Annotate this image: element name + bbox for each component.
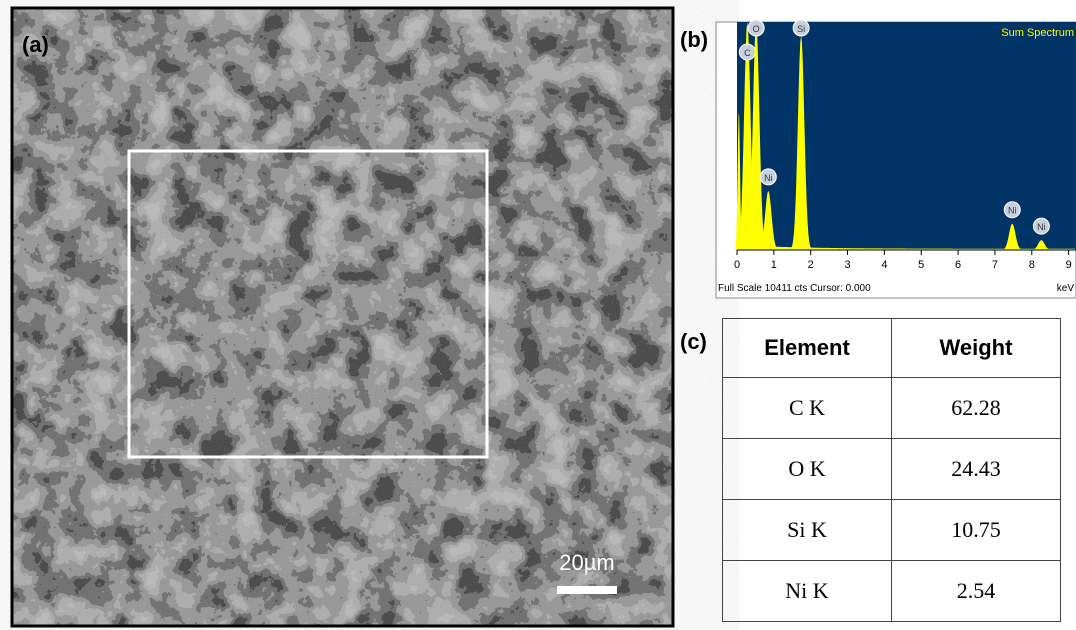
header-cell: Element xyxy=(723,319,892,378)
sem-image: 20µm (a) xyxy=(12,8,673,626)
page: {"panel_labels": ["(a)", "(b)", "(c)"], … xyxy=(0,0,1076,630)
x-tick-label: 9 xyxy=(1066,259,1072,271)
panel-label: (c) xyxy=(680,329,707,354)
cell: Si K xyxy=(723,500,892,561)
spectrum-footer: Full Scale 10411 cts Cursor: 0.000 xyxy=(718,283,871,294)
x-tick-label: 0 xyxy=(734,259,740,271)
peak-label: O xyxy=(753,24,760,34)
x-tick-label: 8 xyxy=(1029,259,1035,271)
header-cell: Weight xyxy=(892,319,1061,378)
x-tick-label: 3 xyxy=(844,259,850,271)
cell: O K xyxy=(723,439,892,500)
x-tick-label: 6 xyxy=(955,259,961,271)
x-axis-label: keV xyxy=(1057,283,1075,294)
cell: 10.75 xyxy=(892,500,1061,561)
sem-grain xyxy=(12,8,673,626)
scale-bar xyxy=(557,586,617,594)
peak-label: C xyxy=(744,48,751,58)
x-tick-label: 4 xyxy=(881,259,887,271)
x-tick-label: 1 xyxy=(771,259,777,271)
spectrum-title: Sum Spectrum xyxy=(1001,27,1074,39)
cell: 62.28 xyxy=(892,378,1061,439)
panel-label: (b) xyxy=(680,27,708,52)
panel-label: (a) xyxy=(22,32,49,57)
plot-area xyxy=(737,22,1076,250)
peak-label: Si xyxy=(797,24,805,34)
cell: C K xyxy=(723,378,892,439)
peak-label: Ni xyxy=(1037,222,1046,232)
x-tick-label: 2 xyxy=(808,259,814,271)
cell: Ni K xyxy=(723,561,892,622)
x-tick-label: 5 xyxy=(918,259,924,271)
peak-label: Ni xyxy=(1008,206,1017,216)
spectrum: Sum Spectrum C O Ni Si Ni Ni 0 1 2 3 4 5 6 7 8 9 keV Full … xyxy=(716,20,1076,298)
cell: 2.54 xyxy=(892,561,1061,622)
cell: 24.43 xyxy=(892,439,1061,500)
table-header: Element Weight xyxy=(723,319,1061,378)
peak-label: Ni xyxy=(764,173,773,183)
x-tick-label: 7 xyxy=(992,259,998,271)
scale-bar-label: 20µm xyxy=(559,550,614,575)
